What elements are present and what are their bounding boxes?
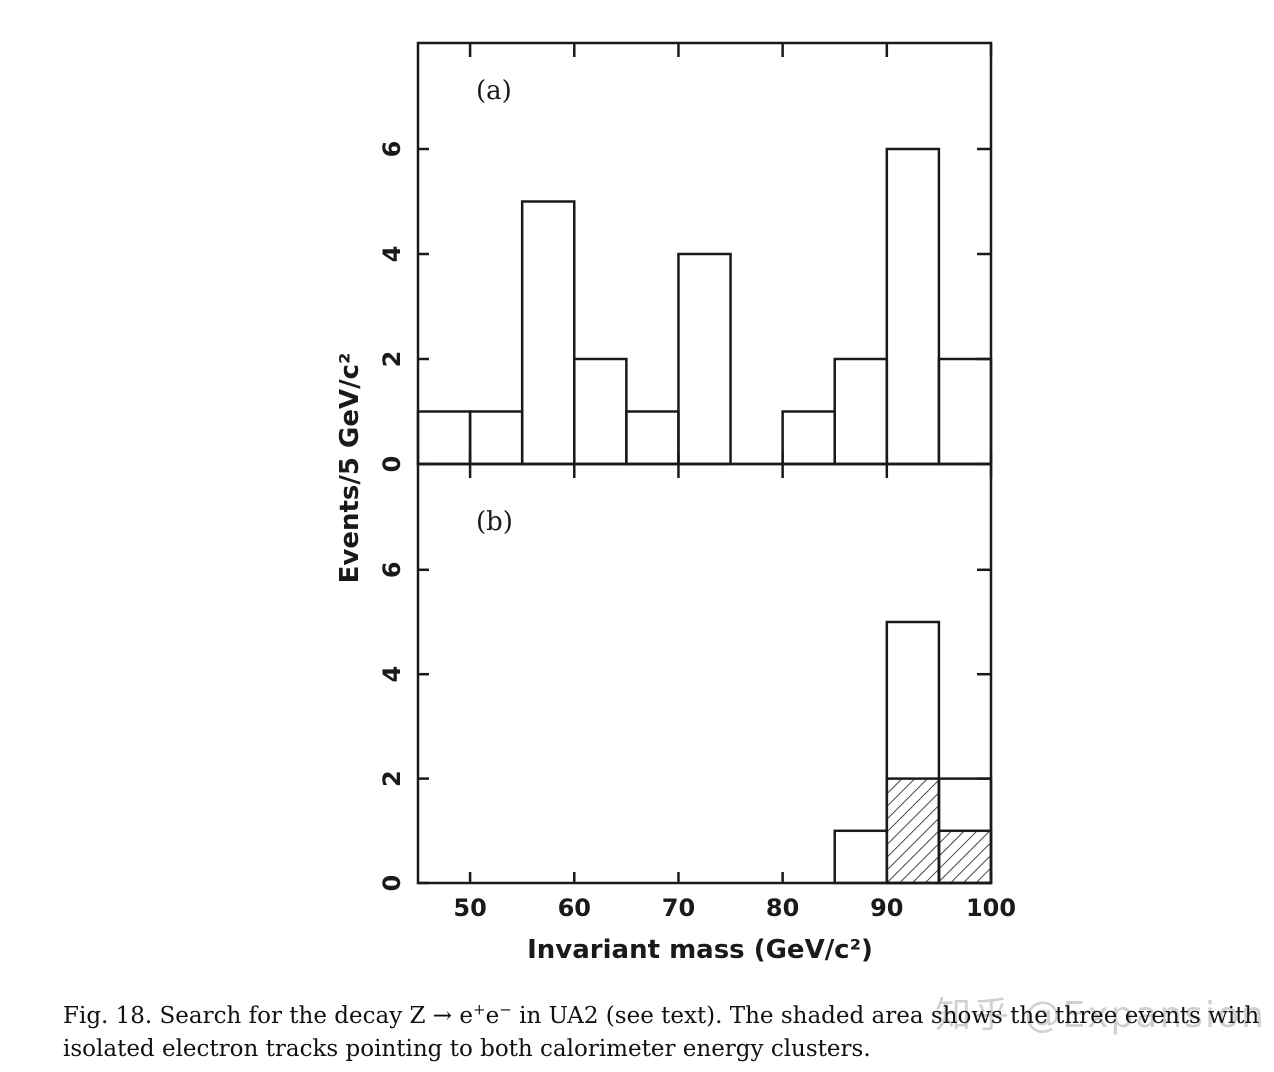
histogram-bin-3 — [573, 357, 628, 466]
histogram-bin-5 — [677, 252, 732, 466]
caption-sup-plus: + — [473, 1000, 486, 1019]
histogram-bin-2 — [520, 200, 576, 466]
histogram-figure: (a) (b) 0 2 4 6 0 2 4 6 50 60 70 80 90 100 Events/5… — [335, 41, 1016, 965]
caption-sup-minus: − — [499, 1000, 512, 1019]
xtick-label: 80 — [766, 894, 799, 922]
ytick-label: 0 — [378, 875, 406, 892]
panel-b-label: (b) — [476, 507, 513, 537]
histogram-bin-1 — [468, 410, 524, 466]
y-axis-title: Events/5 GeV/c² — [335, 353, 365, 584]
figure-caption: Fig. 18. Search for the decay Z → e+e− i… — [63, 1000, 1263, 1066]
panel-a-histogram — [416, 147, 993, 466]
histogram-bin-2 — [937, 777, 993, 885]
ytick-label: 6 — [378, 141, 406, 158]
shaded-bin-1 — [937, 829, 993, 885]
xtick-label: 70 — [662, 894, 695, 922]
watermark-text: 知乎 @Expansion — [935, 995, 1266, 1036]
shaded-bin-0 — [885, 777, 941, 885]
ytick-label: 4 — [378, 246, 406, 263]
x-axis-title: Invariant mass (GeV/c²) — [527, 935, 873, 965]
ytick-label: 4 — [378, 666, 406, 683]
xtick-labels: 50 60 70 80 90 100 — [453, 894, 1016, 922]
xtick-label: 50 — [453, 894, 486, 922]
histogram-bin-1 — [885, 620, 941, 885]
ytick-label: 2 — [378, 770, 406, 787]
ytick-label: 0 — [378, 456, 406, 473]
panel-b-ytick-labels: 0 2 4 6 — [378, 561, 406, 891]
xtick-label: 100 — [966, 894, 1016, 922]
histogram-bin-7 — [781, 410, 836, 466]
histogram-bin-0 — [416, 410, 472, 466]
panel-b-histogram — [833, 620, 993, 885]
histogram-bin-10 — [937, 357, 993, 466]
caption-prefix: Fig. 18. Search for the decay Z → e — [63, 1003, 473, 1029]
histogram-bin-8 — [833, 357, 889, 466]
caption-mid: e — [485, 1003, 500, 1029]
histogram-bin-4 — [625, 410, 680, 466]
histogram-bin-0 — [833, 829, 889, 885]
xtick-label: 60 — [558, 894, 591, 922]
ytick-label: 6 — [378, 561, 406, 578]
ytick-label: 2 — [378, 351, 406, 368]
panel-a-ytick-labels: 0 2 4 6 — [378, 141, 406, 473]
histogram-bin-9 — [885, 147, 941, 466]
panel-a-label: (a) — [476, 76, 512, 106]
xtick-label: 90 — [870, 894, 903, 922]
caption-rest: in UA2 (see text). The shaded area shows… — [63, 1003, 1260, 1062]
